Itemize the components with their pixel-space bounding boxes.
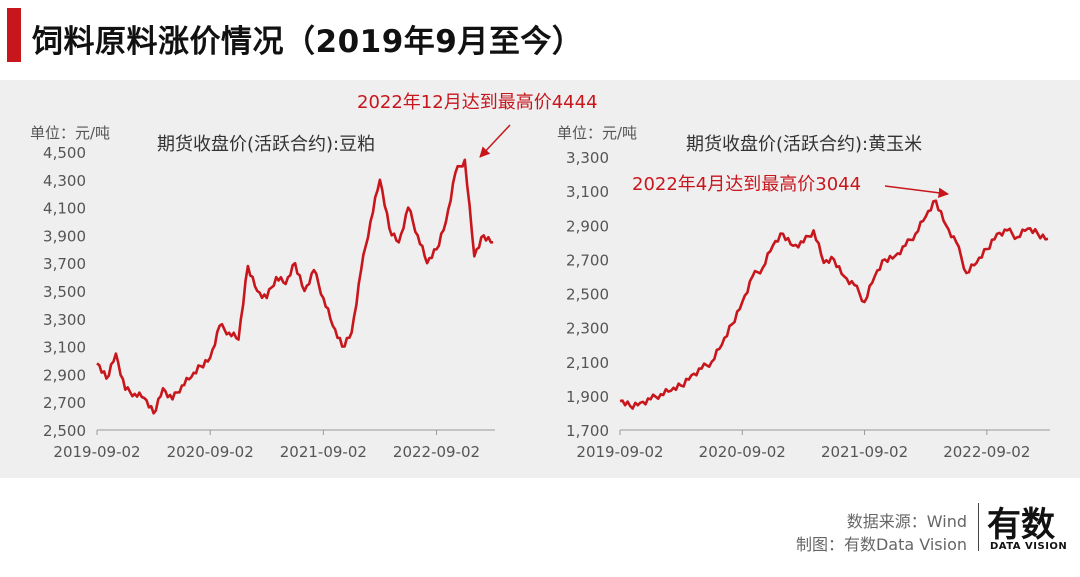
- chart-panel: [0, 80, 1080, 478]
- logo-divider: [978, 503, 979, 551]
- brand-logo: 有数: [987, 505, 1055, 545]
- y-tick-label: 2,900: [566, 217, 609, 235]
- y-tick-label: 2,700: [566, 251, 609, 269]
- y-tick-label: 4,300: [43, 172, 86, 190]
- chart-title: 期货收盘价(活跃合约):豆粕: [157, 134, 375, 155]
- y-tick-label: 4,100: [43, 200, 86, 218]
- y-tick-label: 3,900: [43, 227, 86, 245]
- unit-label: 单位：元/吨: [557, 124, 637, 142]
- x-tick-label: 2021-09-02: [280, 443, 367, 461]
- page-title: 饲料原料涨价情况（2019年9月至今）: [32, 24, 584, 60]
- unit-label: 单位：元/吨: [30, 124, 110, 142]
- x-tick-label: 2020-09-02: [699, 443, 786, 461]
- header-accent-bar: [7, 8, 21, 62]
- y-tick-label: 2,300: [566, 320, 609, 338]
- y-tick-label: 2,700: [43, 394, 86, 412]
- series-line: [96, 158, 494, 415]
- y-tick-label: 4,500: [43, 144, 86, 162]
- peak-annotation: 2022年4月达到最高价3044: [632, 174, 861, 195]
- chart-credit: 制图：有数Data Vision: [795, 535, 967, 554]
- x-tick-label: 2021-09-02: [821, 443, 908, 461]
- x-tick-label: 2020-09-02: [167, 443, 254, 461]
- data-source: 数据来源：Wind: [846, 512, 967, 531]
- annotation-arrow: [884, 185, 950, 199]
- y-tick-label: 3,300: [566, 149, 609, 167]
- brand-logo-subtitle: DATA VISION: [990, 541, 1068, 552]
- y-tick-label: 1,700: [566, 422, 609, 440]
- y-tick-label: 1,900: [566, 388, 609, 406]
- y-tick-label: 3,100: [566, 183, 609, 201]
- y-tick-label: 3,700: [43, 255, 86, 273]
- y-tick-label: 3,500: [43, 283, 86, 301]
- y-tick-label: 2,100: [566, 354, 609, 372]
- x-tick-label: 2019-09-02: [576, 443, 663, 461]
- peak-annotation: 2022年12月达到最高价4444: [357, 92, 598, 113]
- chart-title: 期货收盘价(活跃合约):黄玉米: [686, 134, 922, 155]
- y-tick-label: 3,100: [43, 339, 86, 357]
- y-tick-label: 2,500: [43, 422, 86, 440]
- annotation-arrow: [479, 124, 511, 158]
- x-tick-label: 2022-09-02: [943, 443, 1030, 461]
- y-tick-label: 2,500: [566, 286, 609, 304]
- series-line: [619, 199, 1049, 410]
- x-tick-label: 2022-09-02: [393, 443, 480, 461]
- x-tick-label: 2019-09-02: [53, 443, 140, 461]
- y-tick-label: 2,900: [43, 366, 86, 384]
- y-tick-label: 3,300: [43, 311, 86, 329]
